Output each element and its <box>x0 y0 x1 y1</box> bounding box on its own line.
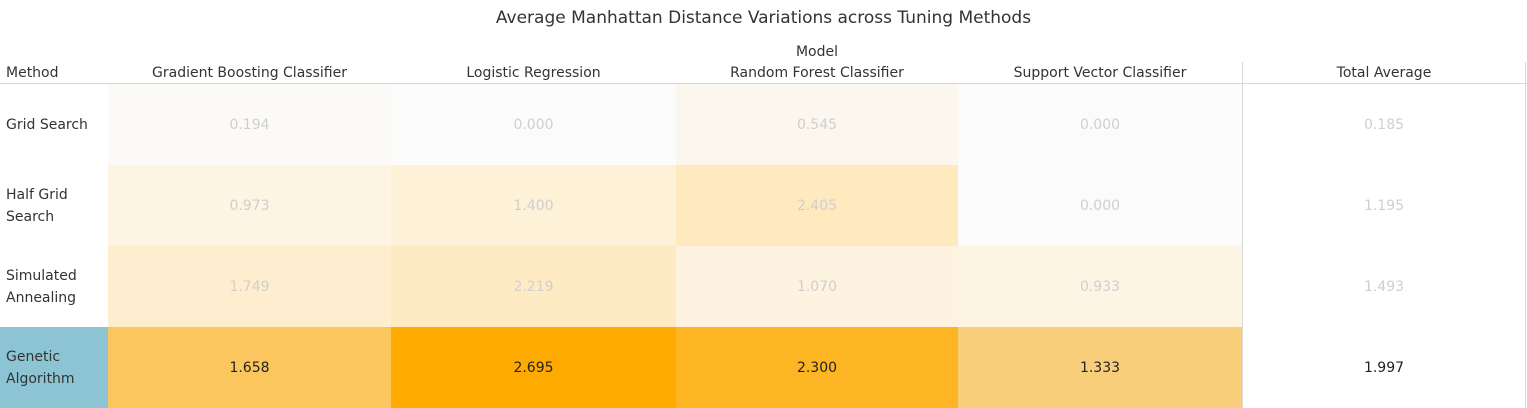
total-genetic-algorithm[interactable]: 1.997 <box>1243 327 1525 408</box>
cell-genetic-algorithm-support-vector-classifier[interactable]: 1.333 <box>958 327 1242 408</box>
total-average-header: Total Average <box>1336 65 1432 81</box>
header-divider <box>0 83 1527 84</box>
cell-simulated-annealing-gradient-boosting-classifier[interactable]: 1.749 <box>108 246 391 327</box>
cell-half-grid-search-support-vector-classifier[interactable]: 0.000 <box>958 165 1242 246</box>
row-label-simulated-annealing: Simulated Annealing <box>0 246 108 327</box>
row-label-text: Simulated Annealing <box>6 267 77 306</box>
cell-simulated-annealing-logistic-regression[interactable]: 2.219 <box>391 246 676 327</box>
column-group-header: Model <box>795 44 839 60</box>
total-grid-search[interactable]: 0.185 <box>1243 84 1525 165</box>
column-header-logistic-regression: Logistic Regression <box>466 65 601 81</box>
row-label-half-grid-search: Half Grid Search <box>0 165 108 246</box>
row-label-genetic-algorithm[interactable]: Genetic Algorithm <box>0 327 108 408</box>
column-header-gradient-boosting: Gradient Boosting Classifier <box>152 65 347 81</box>
total-simulated-annealing[interactable]: 1.493 <box>1243 246 1525 327</box>
row-label-text: Genetic Algorithm <box>6 348 75 387</box>
cell-genetic-algorithm-logistic-regression[interactable]: 2.695 <box>391 327 676 408</box>
cell-half-grid-search-random-forest-classifier[interactable]: 2.405 <box>676 165 958 246</box>
cell-grid-search-logistic-regression[interactable]: 0.000 <box>391 84 676 165</box>
chart-title: Average Manhattan Distance Variations ac… <box>495 8 1032 28</box>
row-label-grid-search: Grid Search <box>0 84 108 165</box>
row-label-text: Half Grid Search <box>6 186 68 225</box>
cell-simulated-annealing-random-forest-classifier[interactable]: 1.070 <box>676 246 958 327</box>
right-border <box>1525 62 1526 408</box>
total-column-divider <box>1242 62 1243 408</box>
cell-grid-search-random-forest-classifier[interactable]: 0.545 <box>676 84 958 165</box>
cell-grid-search-gradient-boosting-classifier[interactable]: 0.194 <box>108 84 391 165</box>
cell-genetic-algorithm-gradient-boosting-classifier[interactable]: 1.658 <box>108 327 391 408</box>
cell-half-grid-search-logistic-regression[interactable]: 1.400 <box>391 165 676 246</box>
cell-half-grid-search-gradient-boosting-classifier[interactable]: 0.973 <box>108 165 391 246</box>
row-header: Method <box>6 65 59 81</box>
row-label-text: Grid Search <box>6 116 88 133</box>
column-header-random-forest: Random Forest Classifier <box>730 65 904 81</box>
cell-simulated-annealing-support-vector-classifier[interactable]: 0.933 <box>958 246 1242 327</box>
column-header-support-vector: Support Vector Classifier <box>1013 65 1187 81</box>
cell-grid-search-support-vector-classifier[interactable]: 0.000 <box>958 84 1242 165</box>
total-half-grid-search[interactable]: 1.195 <box>1243 165 1525 246</box>
cell-genetic-algorithm-random-forest-classifier[interactable]: 2.300 <box>676 327 958 408</box>
